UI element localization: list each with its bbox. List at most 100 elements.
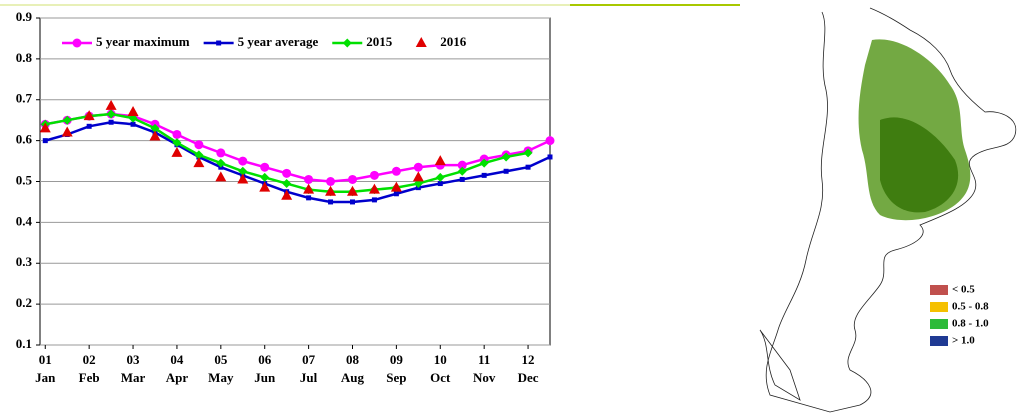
x-tick-label: 06: [258, 352, 272, 367]
marker: [306, 195, 312, 201]
marker: [282, 179, 292, 189]
x-tick-sublabel: Nov: [473, 370, 496, 385]
marker: [369, 170, 379, 180]
marker: [260, 162, 270, 172]
x-tick-label: 05: [214, 352, 228, 367]
x-tick-sublabel: May: [208, 370, 234, 385]
marker: [415, 37, 427, 47]
marker: [413, 162, 423, 172]
legend-label: 2016: [440, 34, 467, 49]
marker: [171, 146, 183, 157]
x-tick-label: 07: [302, 352, 316, 367]
marker: [106, 109, 116, 119]
legend-label: 2015: [366, 34, 393, 49]
legend-label: 5 year average: [238, 34, 319, 49]
x-tick-label: 03: [127, 352, 141, 367]
marker: [215, 171, 227, 182]
y-tick-label: 0.6: [16, 132, 33, 147]
x-tick-label: 08: [346, 352, 360, 367]
marker: [61, 126, 73, 137]
map-legend-label: 0.8 - 1.0: [952, 318, 989, 330]
map-outline: [765, 7, 1017, 413]
marker: [481, 172, 487, 178]
legend-item: 2015: [332, 34, 393, 49]
marker: [216, 40, 222, 46]
marker: [216, 148, 226, 158]
marker: [434, 155, 446, 166]
marker: [371, 197, 377, 203]
map-legend-swatch: [930, 302, 948, 312]
y-tick-label: 0.9: [16, 9, 33, 24]
marker: [412, 171, 424, 182]
x-tick-sublabel: Jul: [300, 370, 318, 385]
map: [759, 7, 1017, 413]
marker: [150, 123, 160, 133]
marker: [390, 181, 402, 192]
y-tick-label: 0.4: [16, 213, 33, 228]
marker: [303, 183, 315, 194]
y-tick-label: 0.1: [16, 336, 32, 351]
y-tick-label: 0.8: [16, 50, 33, 65]
marker: [237, 173, 249, 184]
map-legend-swatch: [930, 319, 948, 329]
legend-label: 5 year maximum: [96, 34, 190, 49]
x-tick-label: 12: [522, 352, 535, 367]
x-tick-sublabel: Apr: [166, 370, 189, 385]
marker: [130, 121, 136, 127]
marker: [260, 172, 270, 182]
marker: [281, 189, 293, 200]
marker: [342, 38, 352, 48]
marker: [194, 150, 204, 160]
map-coast: [759, 329, 801, 401]
marker: [127, 106, 139, 117]
x-tick-sublabel: Jan: [35, 370, 56, 385]
marker: [501, 152, 511, 162]
marker: [108, 119, 114, 125]
marker: [238, 166, 248, 176]
marker: [325, 185, 337, 196]
x-tick-label: 01: [39, 352, 52, 367]
marker: [346, 185, 358, 196]
marker: [193, 157, 205, 168]
marker: [216, 158, 226, 168]
x-tick-label: 09: [390, 352, 404, 367]
marker: [238, 156, 248, 166]
marker: [503, 168, 509, 174]
marker: [393, 191, 399, 197]
y-tick-label: 0.3: [16, 254, 33, 269]
marker: [437, 181, 443, 187]
marker: [259, 181, 271, 192]
marker: [304, 174, 314, 184]
map-legend-swatch: [930, 285, 948, 295]
marker: [457, 160, 467, 170]
map-legend-label: > 1.0: [952, 335, 975, 347]
marker: [105, 99, 117, 110]
marker: [328, 199, 334, 205]
marker: [326, 177, 336, 186]
marker: [282, 168, 292, 178]
marker: [457, 166, 467, 176]
marker: [172, 138, 182, 148]
marker: [194, 140, 204, 150]
x-tick-label: 04: [170, 352, 184, 367]
marker: [479, 158, 489, 168]
marker: [83, 110, 95, 121]
marker: [347, 174, 357, 184]
x-tick-sublabel: Aug: [341, 370, 365, 385]
x-tick-label: 02: [83, 352, 96, 367]
marker: [391, 166, 401, 176]
marker: [172, 129, 182, 139]
series-line: [44, 120, 551, 204]
marker: [523, 148, 533, 158]
x-tick-sublabel: Feb: [79, 370, 100, 385]
x-tick-sublabel: Oct: [430, 370, 451, 385]
map-legend-label: < 0.5: [952, 284, 975, 296]
legend-item: 2016: [415, 34, 467, 49]
marker: [368, 183, 380, 194]
marker: [149, 130, 161, 141]
x-tick-label: 10: [434, 352, 447, 367]
legend-item: 5 year average: [203, 34, 319, 49]
x-tick-sublabel: Dec: [518, 370, 539, 385]
y-tick-label: 0.7: [16, 91, 33, 106]
